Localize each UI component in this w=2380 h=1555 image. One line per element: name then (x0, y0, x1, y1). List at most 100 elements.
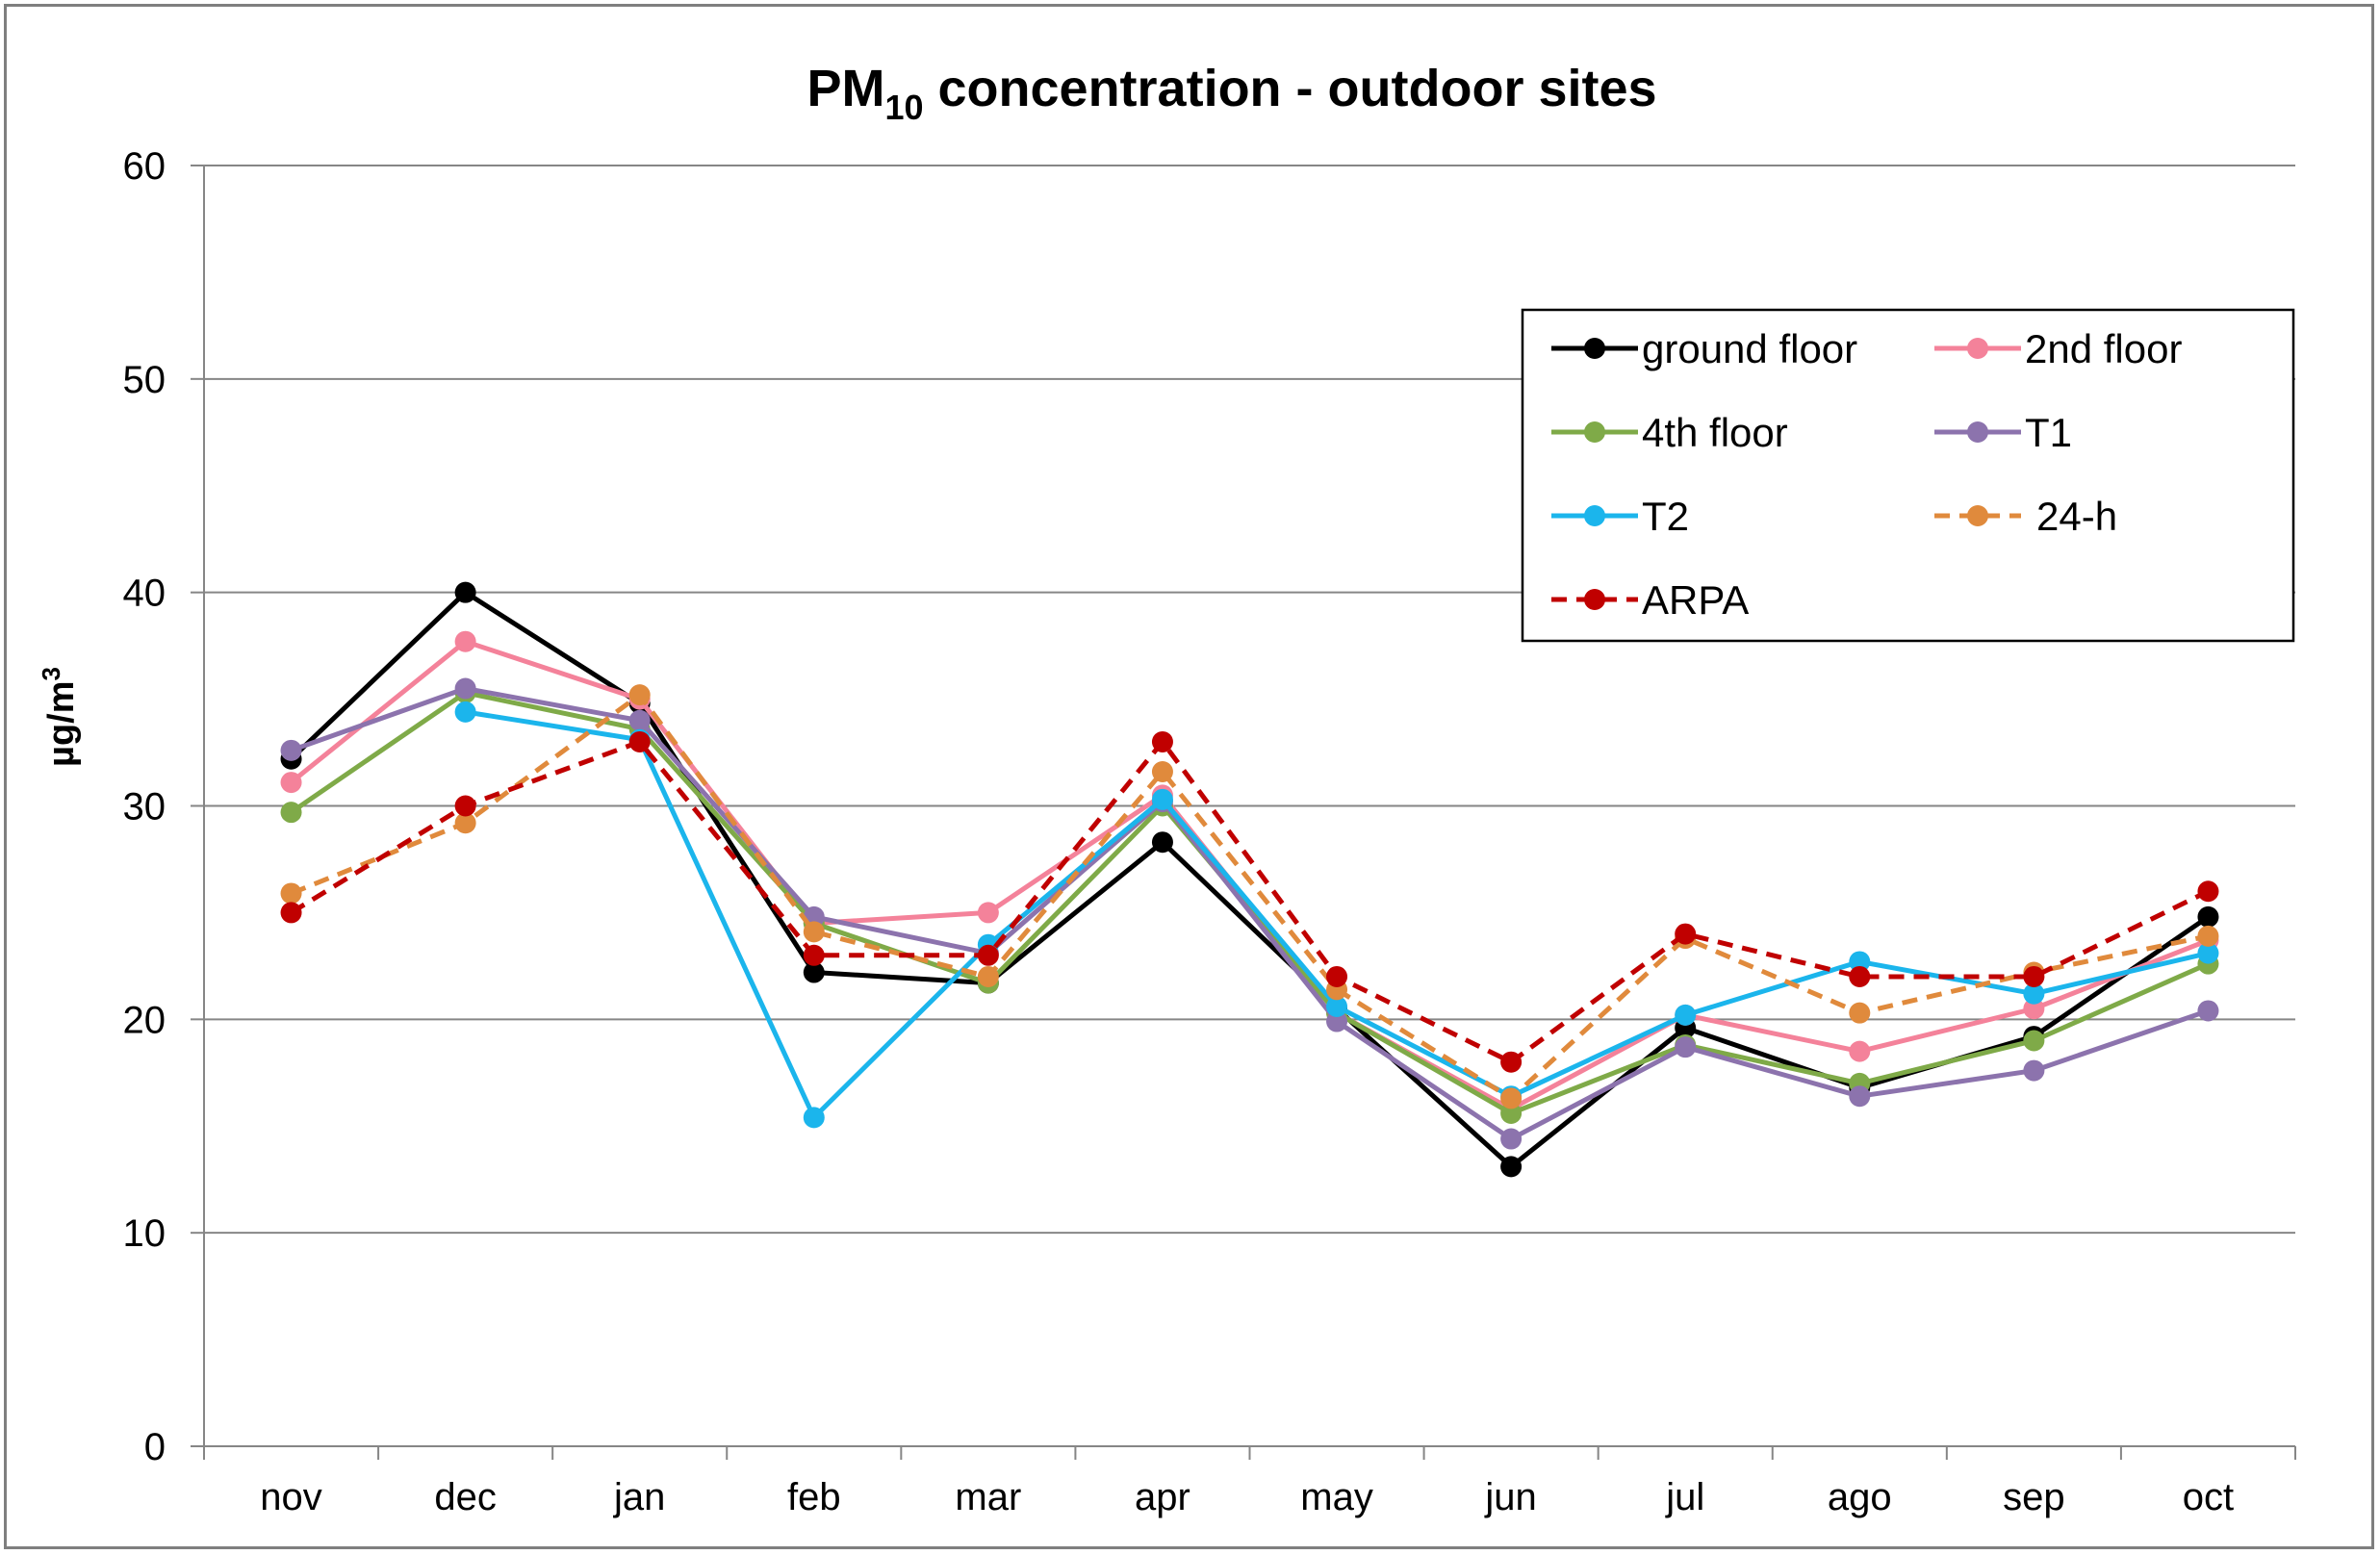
data-point (454, 795, 476, 817)
x-tick-label: jul (1665, 1476, 1704, 1518)
y-axis-title-superscript: 3 (37, 667, 65, 680)
data-point (1500, 1156, 1523, 1178)
data-point (1849, 951, 1871, 973)
data-point (454, 581, 476, 603)
data-point (2197, 905, 2219, 928)
data-point (1326, 996, 1348, 1018)
series-line (290, 685, 2210, 1142)
x-tick-label: jan (613, 1476, 665, 1518)
y-axis-title-prefix: µg/m (41, 681, 82, 767)
x-tick-label: mar (955, 1476, 1021, 1518)
legend: ground floor 2nd floor 4th floor T1 T2 24-h AR… (1551, 326, 2182, 623)
y-tick-label: 30 (123, 786, 166, 828)
legend-box (1521, 308, 2295, 643)
data-point (2197, 925, 2219, 947)
y-tick-label: 0 (144, 1426, 166, 1468)
data-point (2023, 982, 2045, 1005)
data-point (977, 902, 999, 924)
legend-label: ARPA (1642, 577, 1749, 623)
grid-layer (204, 165, 2295, 1235)
legend-label: T2 (1642, 494, 1689, 539)
y-tick-label: 60 (123, 145, 166, 188)
y-axis-title: µg/m3 (37, 667, 82, 767)
data-point (803, 961, 825, 983)
data-point (977, 944, 999, 966)
data-point (454, 701, 476, 723)
legend-marker (1967, 338, 1988, 359)
x-tick-label: ago (1828, 1476, 1892, 1518)
axes-layer: 0 10 20 30 40 50 60 nov dec jan feb mar apr may jun jul… (123, 145, 2296, 1518)
data-point (280, 802, 302, 824)
data-point (1675, 923, 1697, 945)
chart-title-subscript: 10 (884, 88, 923, 127)
series-arpa (280, 730, 2219, 1073)
legend-item: 4th floor (1551, 410, 1788, 455)
data-point (1500, 1102, 1523, 1124)
x-tick-label: oct (2183, 1476, 2234, 1518)
data-point (2023, 1059, 2045, 1082)
series-layer (280, 581, 2219, 1178)
data-point (1849, 1040, 1871, 1062)
data-point (1326, 965, 1348, 987)
data-point (280, 882, 302, 905)
legend-item: ARPA (1551, 577, 1749, 623)
legend-marker (1584, 505, 1605, 526)
legend-label: 24-h (2036, 494, 2117, 539)
data-point (1500, 1087, 1523, 1109)
data-point (803, 944, 825, 966)
chart-title-prefix: PM (806, 60, 884, 117)
legend-label: T1 (2025, 410, 2072, 455)
data-point (2197, 880, 2219, 903)
data-point (454, 677, 476, 700)
y-tick-label: 40 (123, 573, 166, 615)
x-tick-label: nov (260, 1476, 322, 1518)
x-tick-label: feb (787, 1476, 841, 1518)
series-2nd-floor (280, 630, 2219, 1120)
series-line (290, 692, 2209, 1101)
x-tick-label: may (1300, 1476, 1373, 1518)
data-point (628, 684, 651, 706)
series-t2 (454, 701, 2219, 1129)
legend-item: 24-h (1934, 494, 2117, 539)
data-point (280, 772, 302, 794)
legend-label: 4th floor (1642, 410, 1788, 455)
legend-item: ground floor (1551, 326, 1857, 371)
data-point (2023, 965, 2045, 987)
legend-marker (1584, 338, 1605, 359)
chart-title-suffix: concentration - outdoor sites (924, 60, 1657, 117)
legend-item: T1 (1934, 410, 2072, 455)
legend-marker (1584, 589, 1605, 610)
y-tick-label: 20 (123, 999, 166, 1041)
y-tick-label: 50 (123, 359, 166, 401)
series-line (289, 590, 2210, 1169)
data-point (454, 812, 476, 834)
data-point (1151, 761, 1173, 783)
data-point (280, 739, 302, 761)
legend-marker (1967, 421, 1988, 443)
data-point (1151, 730, 1173, 752)
data-point (1500, 1128, 1523, 1150)
x-tick-label: dec (434, 1476, 497, 1518)
data-point (454, 630, 476, 652)
data-point (2023, 998, 2045, 1020)
legend-item: T2 (1551, 494, 1689, 539)
data-point (1500, 1051, 1523, 1073)
data-point (1675, 1004, 1697, 1026)
x-tick-label: jun (1484, 1476, 1536, 1518)
x-tick-label: apr (1135, 1476, 1190, 1518)
legend-label: 2nd floor (2025, 326, 2182, 371)
chart-title: PM10 concentration - outdoor sites (806, 60, 1656, 127)
data-point (1849, 1002, 1871, 1024)
data-point (280, 902, 302, 924)
data-point (1675, 1036, 1697, 1058)
series-line (465, 709, 2210, 1120)
y-tick-label: 10 (123, 1212, 166, 1255)
data-point (1151, 788, 1173, 810)
series-t1 (280, 677, 2219, 1150)
legend-marker (1967, 505, 1988, 526)
data-point (2197, 1000, 2219, 1022)
data-point (2023, 1030, 2045, 1052)
legend-marker (1584, 421, 1605, 443)
data-point (1151, 831, 1173, 854)
data-point (977, 965, 999, 987)
